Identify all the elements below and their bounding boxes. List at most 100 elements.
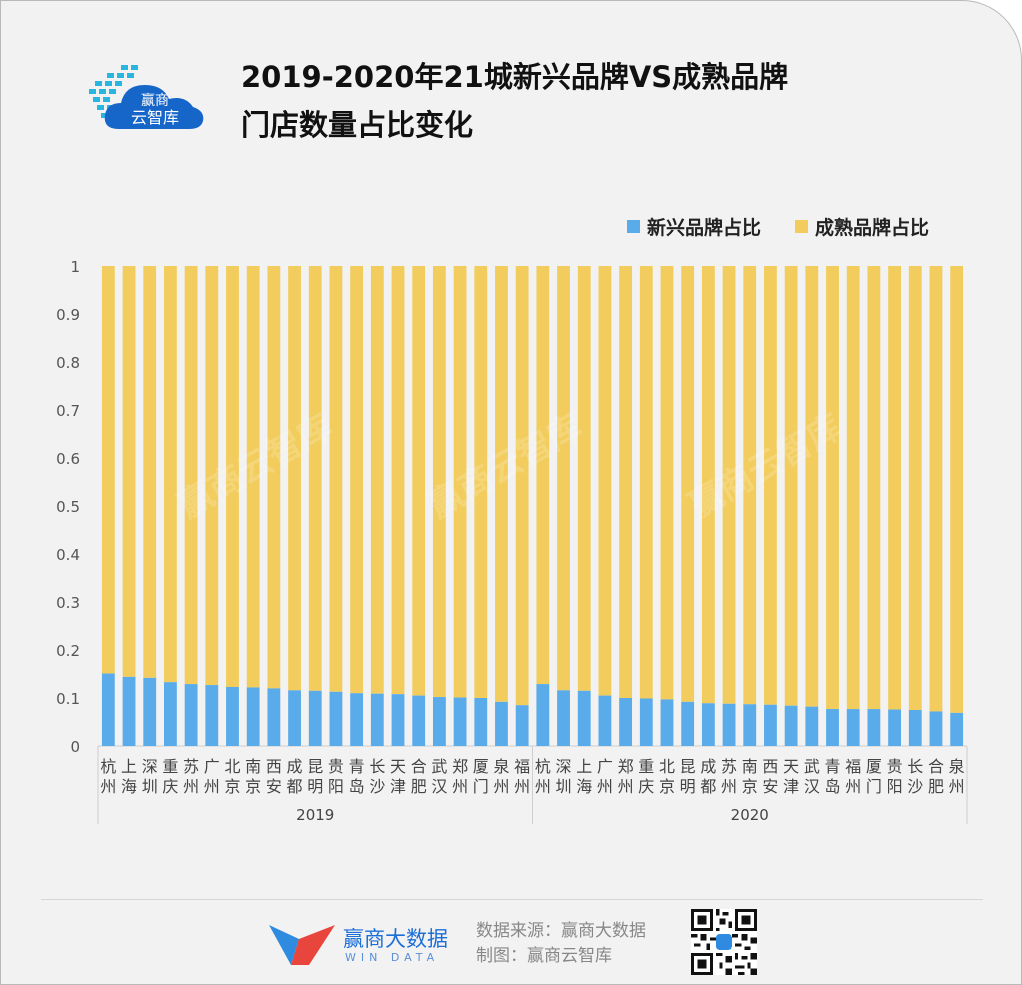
x-category-label: 北 [659,757,675,776]
x-category-label: 西 [266,757,282,776]
x-category-label: 郑 [452,757,468,776]
bar-mature-brand [867,266,881,710]
x-category-label: 上 [121,757,137,776]
legend-swatch-new-brand [627,220,640,233]
bar-new-brand [308,690,322,746]
x-category-label: 广 [597,757,613,776]
x-category-label: 沙 [907,777,923,796]
x-category-label: 成 [287,757,303,776]
x-category-label: 肥 [411,777,427,796]
bar-new-brand [536,684,550,746]
x-category-label: 长 [369,757,385,776]
y-tick-label: 0.2 [56,642,80,660]
logo-text-bottom: 云智库 [131,108,179,127]
x-category-label: 州 [618,777,634,796]
bar-new-brand [184,684,198,746]
chart-legend: 新兴品牌占比 成熟品牌占比 [627,213,929,240]
x-category-label: 泉 [493,757,509,776]
x-category-label: 福 [514,757,530,776]
x-category-label: 泉 [949,757,965,776]
x-category-label: 肥 [928,777,944,796]
bar-mature-brand [226,266,239,687]
bar-mature-brand [432,266,446,698]
bar-new-brand [205,685,219,746]
bar-mature-brand [660,266,674,700]
bar-mature-brand [412,266,426,696]
bar-new-brand [329,691,343,746]
x-category-label: 长 [907,757,923,776]
x-category-label: 杭 [100,757,116,776]
footer-brand-name: 赢商大数据 [343,927,448,951]
x-category-label: 明 [680,777,696,796]
bar-new-brand [412,695,426,746]
chart-title: 2019-2020年21城新兴品牌VS成熟品牌 门店数量占比变化 [241,53,788,149]
x-category-label: 苏 [721,757,737,776]
bar-mature-brand [846,266,860,710]
x-category-label: 广 [204,757,220,776]
bar-mature-brand [577,266,591,691]
x-category-label: 贵 [887,757,903,776]
y-tick-label: 0 [70,738,80,756]
x-category-label: 安 [762,777,778,796]
bar-mature-brand [267,266,281,689]
bar-mature-brand [950,266,964,713]
bar-mature-brand [764,266,777,705]
bar-mature-brand [908,266,922,710]
bar-mature-brand [453,266,467,698]
bar-new-brand [784,705,798,746]
x-category-label: 阳 [328,777,344,796]
x-category-label: 福 [845,757,861,776]
bar-new-brand [619,698,633,746]
x-category-label: 昆 [680,757,696,776]
bar-mature-brand [598,266,612,696]
x-category-label: 武 [804,757,820,776]
bar-mature-brand [888,266,901,710]
x-category-label: 贵 [328,757,344,776]
bar-mature-brand [929,266,943,712]
x-category-label: 天 [783,757,799,776]
x-category-label: 庆 [638,777,654,796]
x-category-label: 岛 [825,777,841,796]
footer-brand-sub: WIN DATA [345,951,440,964]
x-category-label: 合 [411,757,427,776]
y-tick-label: 1 [70,258,80,276]
bar-mature-brand [143,266,157,678]
qr-code-icon [691,909,757,975]
bar-mature-brand [329,266,343,692]
bar-mature-brand [308,266,322,691]
footer-divider [41,899,983,900]
bar-mature-brand [184,266,198,685]
bar-mature-brand [722,266,736,704]
x-category-label: 海 [576,777,592,796]
x-category-label: 京 [224,777,240,796]
footer-source-line2: 制图：赢商云智库 [476,946,612,966]
bar-new-brand [908,710,922,746]
bar-mature-brand [288,266,301,691]
chart-title-line1: 2019-2020年21城新兴品牌VS成熟品牌 [241,60,789,94]
bar-new-brand [226,686,239,746]
bar-new-brand [598,695,612,746]
x-category-label: 京 [659,777,675,796]
bar-new-brand [122,676,136,746]
bar-new-brand [143,677,157,746]
y-tick-label: 0.9 [56,306,80,324]
x-category-label: 州 [514,777,530,796]
bar-new-brand [557,690,570,746]
bar-mature-brand [805,266,819,707]
x-category-label: 苏 [183,757,199,776]
x-category-label: 门 [473,777,489,796]
x-category-label: 汉 [431,777,447,796]
bar-mature-brand [743,266,757,705]
bar-new-brand [681,701,695,746]
bar-new-brand [495,701,508,746]
bar-mature-brand [370,266,384,694]
x-category-label: 上 [576,757,592,776]
y-tick-label: 0.7 [56,402,80,420]
x-category-label: 州 [493,777,509,796]
x-category-label: 合 [928,757,944,776]
x-group-label: 2019 [296,806,334,824]
bar-mature-brand [101,266,115,674]
bar-new-brand [101,673,115,746]
chart-title-line2: 门店数量占比变化 [241,108,474,142]
y-tick-label: 0.6 [56,450,80,468]
